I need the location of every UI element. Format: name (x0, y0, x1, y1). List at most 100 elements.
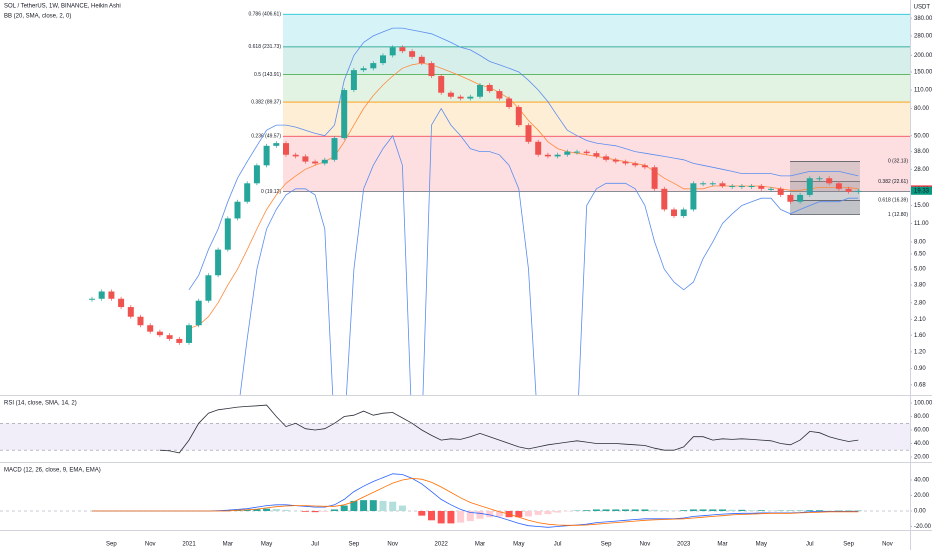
candle (428, 63, 435, 77)
y-tick-label: 28.00 (914, 167, 930, 173)
candle (486, 84, 493, 92)
fib-label: 0.236 (49.57) (251, 134, 281, 140)
x-tick-label: Nov (640, 542, 651, 548)
candle (797, 194, 804, 202)
candle (768, 188, 774, 190)
y-tick-label: 110.00 (914, 88, 932, 94)
macd-histogram-bar (757, 510, 765, 511)
candle (467, 96, 474, 99)
macd-histogram-bar (389, 501, 397, 511)
y-tick-label: 1.20 (914, 349, 926, 355)
macd-histogram-bar (709, 509, 717, 511)
rsi-label: RSI (14, close, SMA, 14, 2) (4, 401, 77, 407)
macd-histogram-bar (534, 510, 542, 515)
y-tick-label: 2.10 (914, 317, 926, 323)
macd-line (92, 473, 859, 528)
candle (816, 178, 823, 180)
candle (389, 47, 396, 56)
x-tick-label: May (513, 542, 524, 548)
fib-zone (283, 136, 910, 192)
macd-histogram-bar (340, 505, 348, 511)
candle (166, 335, 173, 339)
candle (680, 209, 687, 217)
macd-histogram-bar (428, 510, 435, 521)
candle (195, 300, 202, 326)
candle (331, 138, 338, 160)
macd-histogram-bar (699, 509, 707, 511)
macd-histogram-bar (622, 509, 629, 511)
y-tick-label: 15.00 (914, 203, 930, 209)
macd-histogram-bar (748, 510, 756, 511)
macd-histogram-bar (592, 509, 600, 511)
fib-zone (283, 102, 910, 137)
candle (787, 194, 794, 202)
rsi-band (0, 423, 910, 451)
macd-histogram-bar (660, 510, 668, 511)
candle (603, 156, 610, 160)
x-tick-label: May (756, 542, 767, 548)
candle (477, 84, 483, 97)
y-tick-label: 3.80 (914, 283, 926, 289)
candle (350, 70, 357, 91)
candle (438, 76, 445, 93)
fib-label: 0.382 (22.61) (878, 179, 908, 185)
macd-histogram-bar (544, 510, 552, 515)
candle (186, 325, 192, 343)
candle (108, 291, 115, 299)
candle (253, 165, 260, 184)
candle (341, 90, 348, 139)
macd-histogram-bar (486, 510, 494, 518)
x-tick-label: Sep (106, 542, 117, 548)
y-tick-label: 1.60 (914, 333, 926, 339)
x-tick-label: Nov (387, 542, 398, 548)
x-tick-label: Mar (223, 542, 233, 548)
macd-histogram-bar (447, 510, 455, 524)
candle (496, 91, 503, 99)
y-tick-label: 40.00 (914, 441, 930, 447)
x-tick-label: 2021 (182, 542, 196, 548)
candle (118, 298, 125, 308)
candle (89, 298, 95, 300)
candle (234, 201, 241, 219)
candle (409, 51, 416, 57)
y-tick-label: 8.00 (914, 239, 926, 245)
macd-histogram-bar (602, 509, 610, 511)
candle (700, 183, 707, 185)
macd-histogram-bar (457, 510, 465, 523)
candle (855, 190, 862, 192)
macd-histogram-bar (466, 510, 474, 522)
candle (312, 161, 319, 164)
y-tick-label: 11.00 (914, 221, 929, 227)
fib-zone (283, 74, 910, 103)
candle (612, 159, 619, 162)
y-tick-label: 380.00 (914, 16, 932, 22)
macd-histogram-bar (253, 509, 261, 511)
x-tick-label: Sep (843, 542, 854, 548)
candle (671, 209, 677, 217)
y-tick-label: 280.00 (914, 33, 932, 39)
candle (263, 145, 270, 166)
y-tick-label: 0.90 (914, 366, 926, 372)
candle (156, 331, 163, 336)
x-tick-label: Nov (145, 542, 156, 548)
y-tick-label: 2.80 (914, 300, 926, 306)
fib-label: 1 (12.80) (888, 212, 908, 218)
candle (758, 185, 765, 189)
candle (292, 154, 299, 157)
macd-histogram-bar (360, 500, 368, 511)
macd-histogram-bar (243, 509, 251, 511)
fib-label: 0.5 (143.91) (254, 72, 281, 78)
y-tick-label: 60.00 (914, 428, 930, 434)
bollinger-line (188, 62, 859, 329)
macd-histogram-bar (631, 509, 639, 511)
candle (525, 125, 532, 142)
fib-label: 0 (32.13) (888, 159, 908, 165)
macd-histogram-bar (398, 505, 406, 511)
y-tick-label: 5.00 (914, 267, 926, 273)
y-tick-label: 100.00 (914, 401, 932, 407)
x-tick-label: Nov (882, 542, 893, 548)
candle (622, 161, 629, 164)
rsi-line (159, 404, 859, 454)
macd-histogram-bar (476, 510, 484, 519)
